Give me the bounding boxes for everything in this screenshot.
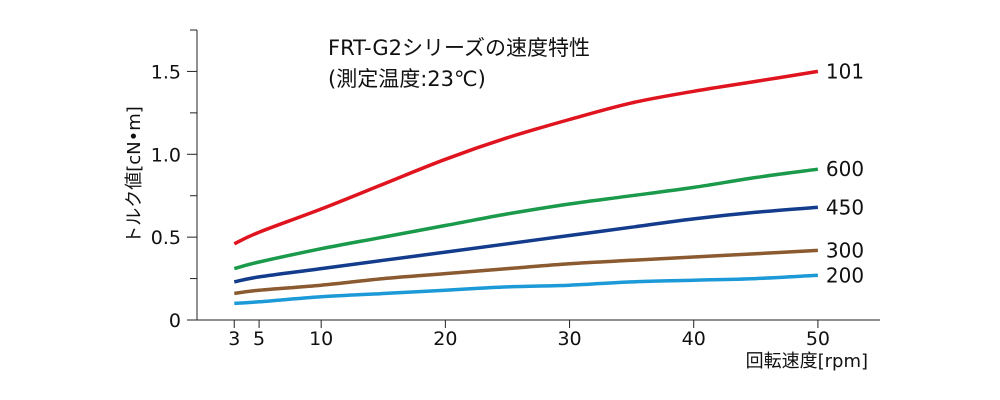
chart-subtitle: (測定温度:23℃) <box>328 67 486 91</box>
y-tick-label: 0.5 <box>151 227 181 249</box>
x-tick-label: 10 <box>309 328 333 350</box>
series-line-200 <box>234 273 818 306</box>
y-axis-title: トルク値[cN•m] <box>124 106 145 244</box>
x-tick-label: 40 <box>682 328 706 350</box>
series-label-600: 600 <box>826 157 864 181</box>
series-line-450 <box>233 205 819 284</box>
series-lines <box>233 69 819 306</box>
x-tick-label: 5 <box>253 328 265 350</box>
series-line-300 <box>234 248 819 296</box>
ticks: 0 0.5 1.0 1.5 3 5 10 20 30 40 50 <box>151 29 830 350</box>
series-label-101: 101 <box>826 59 864 83</box>
x-tick-label: 30 <box>557 328 581 350</box>
series-label-450: 450 <box>826 195 864 219</box>
y-tick-label: 1.0 <box>151 144 181 166</box>
series-line-101 <box>233 69 819 246</box>
y-tick-label: 0 <box>169 310 181 332</box>
series-line-600 <box>233 167 819 271</box>
series-label-200: 200 <box>826 263 864 287</box>
x-axis-title: 回転速度[rpm] <box>746 351 868 372</box>
series-label-300: 300 <box>826 238 864 262</box>
x-tick-label: 20 <box>433 328 457 350</box>
x-tick-label: 50 <box>806 328 830 350</box>
x-tick-label: 3 <box>228 328 240 350</box>
chart-title: FRT-G2シリーズの速度特性 <box>328 36 590 60</box>
y-tick-label: 1.5 <box>151 61 181 83</box>
axes <box>196 30 880 321</box>
